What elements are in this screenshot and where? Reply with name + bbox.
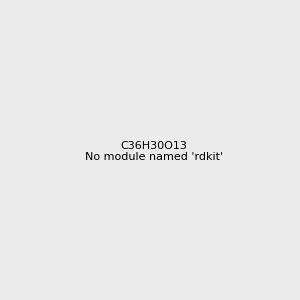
Text: C36H30O13
No module named 'rdkit': C36H30O13 No module named 'rdkit' (85, 141, 223, 162)
